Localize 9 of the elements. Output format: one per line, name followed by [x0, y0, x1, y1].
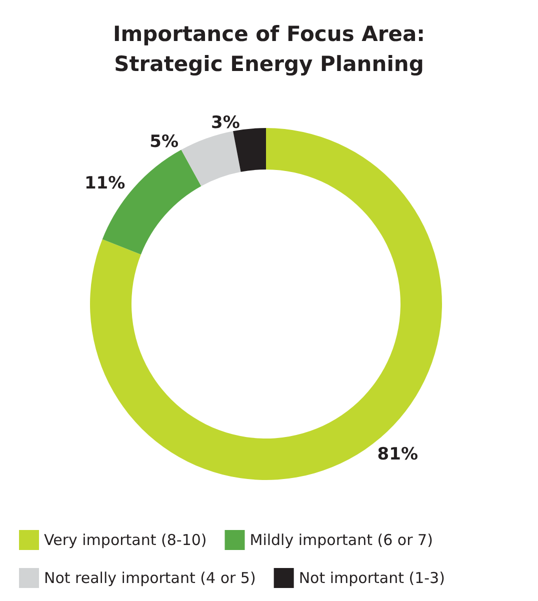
chart-title: Importance of Focus Area: Strategic Energy Planning	[112, 22, 426, 76]
legend-label: Mildly important (6 or 7)	[250, 531, 433, 549]
data-label: 3%	[210, 112, 240, 133]
data-label: 5%	[150, 132, 178, 152]
data-label: 11%	[84, 174, 126, 194]
data-label: 81%	[377, 444, 418, 465]
legend-label: Not important (1-3)	[298, 569, 445, 587]
legend-label: Not really important (4 or 5)	[44, 569, 256, 587]
legend-label: Very important (8-10)	[44, 531, 207, 549]
